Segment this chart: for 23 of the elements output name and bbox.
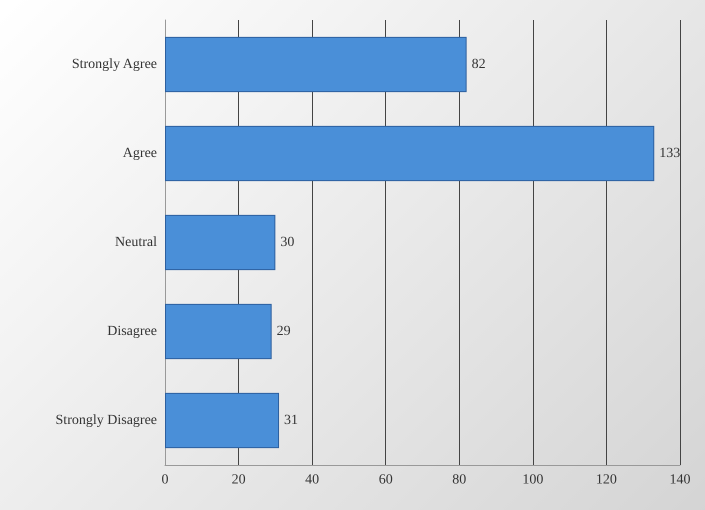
data-label: 31 bbox=[284, 413, 298, 428]
x-tick-label: 20 bbox=[232, 472, 246, 488]
y-tick-label: Disagree bbox=[107, 324, 157, 339]
data-label: 29 bbox=[276, 324, 291, 339]
y-tick-label: Strongly Agree bbox=[72, 57, 157, 72]
y-tick-label: Strongly Disagree bbox=[56, 413, 157, 428]
x-tick-label: 60 bbox=[378, 472, 393, 488]
bar bbox=[165, 126, 654, 182]
x-tick-label: 0 bbox=[162, 472, 168, 488]
bar bbox=[165, 304, 272, 360]
x-tick-label: 80 bbox=[452, 472, 466, 488]
bar bbox=[165, 392, 280, 448]
x-tick-label: 40 bbox=[305, 472, 320, 488]
y-tick-label: Neutral bbox=[115, 235, 158, 250]
bar bbox=[165, 36, 467, 92]
data-label: 133 bbox=[659, 146, 680, 161]
x-tick-label: 140 bbox=[670, 472, 690, 488]
x-tick-label: 120 bbox=[596, 472, 617, 488]
bar bbox=[165, 214, 276, 270]
x-tick-label: 100 bbox=[522, 472, 544, 488]
data-label: 82 bbox=[472, 57, 486, 72]
data-label: 30 bbox=[280, 235, 294, 250]
y-tick-label: Agree bbox=[122, 146, 157, 161]
